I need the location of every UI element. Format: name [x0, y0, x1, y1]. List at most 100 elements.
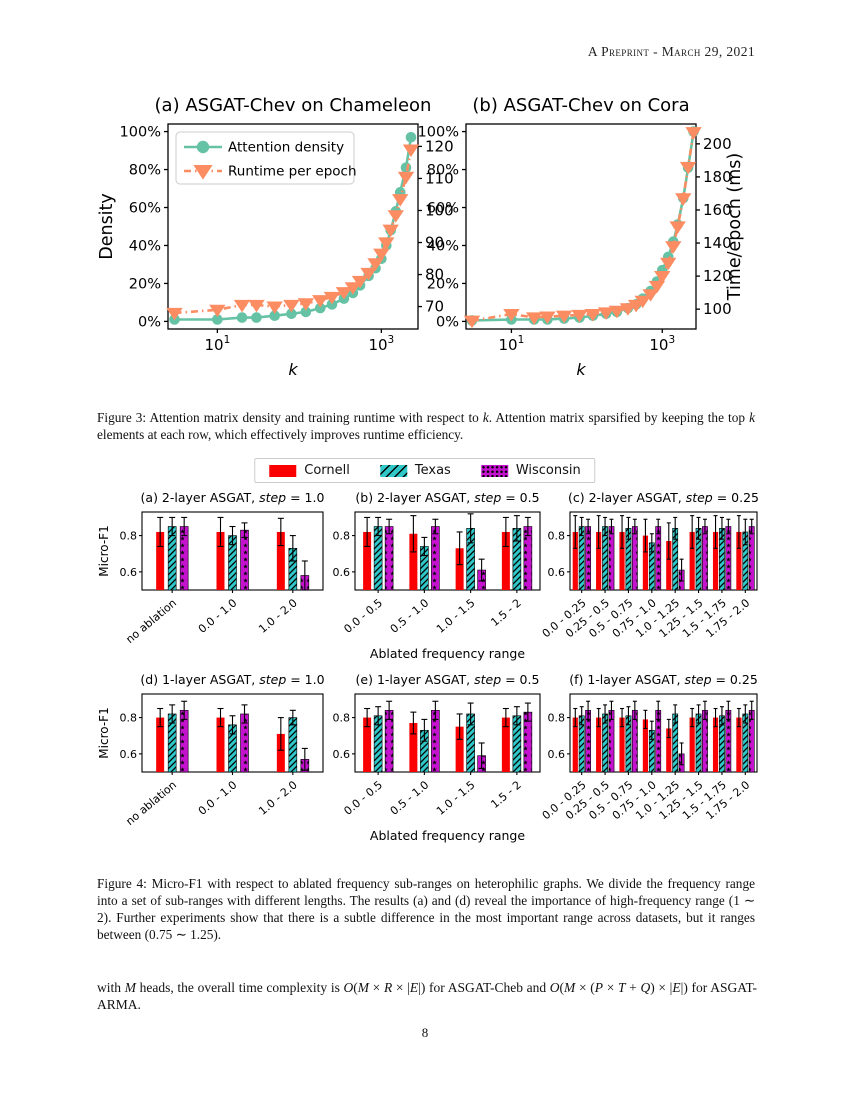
- bar-cornell: [363, 717, 372, 772]
- runtime-marker: [351, 275, 369, 289]
- text-segment: E: [409, 979, 419, 995]
- series-line: [471, 132, 695, 322]
- y-tick-label: 100%: [120, 125, 161, 141]
- runtime-marker: [660, 257, 677, 271]
- bar-cornell: [409, 533, 418, 590]
- text-segment: k: [482, 410, 489, 426]
- bar-cornell: [156, 717, 165, 772]
- plot-frame: [569, 511, 758, 591]
- runtime-marker: [397, 171, 415, 185]
- text-segment: M: [564, 979, 576, 995]
- runtime-marker: [669, 221, 686, 234]
- x-axis-label: Ablated frequency range: [370, 646, 525, 661]
- text-segment: elements at each row, which effectively …: [97, 427, 464, 443]
- y-tick-label: 80%: [129, 163, 161, 179]
- runtime-marker: [335, 287, 353, 300]
- plot-frame: [569, 693, 758, 773]
- density-marker: [269, 310, 280, 322]
- plot-frame: [465, 123, 697, 330]
- text-segment: (: [353, 979, 358, 995]
- y-tick-label: 60%: [129, 201, 161, 217]
- bar-wisconsin: [384, 526, 394, 591]
- legend-label: Texas: [414, 463, 451, 478]
- bar-wisconsin: [725, 526, 732, 591]
- bar-wisconsin: [631, 526, 638, 591]
- bar-cornell: [455, 548, 464, 590]
- legend-swatch-diag: [379, 464, 407, 477]
- runtime-marker: [373, 248, 390, 262]
- runtime-marker: [634, 295, 651, 309]
- runtime-marker: [360, 267, 377, 281]
- runtime-marker: [248, 299, 265, 313]
- legend-item-wisconsin: Wisconsin: [480, 463, 581, 478]
- bar-cornell: [596, 531, 602, 590]
- x-tick-label: 0.0 - 0.5: [341, 596, 385, 635]
- y-tick-label: 0.8: [120, 712, 138, 725]
- y-tick-label: 0%: [436, 314, 459, 330]
- bar-cornell: [363, 531, 372, 590]
- bar-wisconsin: [431, 526, 440, 591]
- bar-cornell: [216, 717, 225, 772]
- runtime-marker: [597, 307, 615, 320]
- y2-tick-label: 100: [425, 201, 454, 219]
- density-marker: [196, 140, 210, 154]
- x-tick-label: no ablation: [123, 778, 179, 828]
- runtime-marker: [665, 241, 682, 254]
- density-marker: [251, 312, 262, 323]
- text-segment: |) for ASGAT-ARMA.: [97, 979, 757, 1013]
- bar-cornell: [501, 717, 510, 772]
- y2-tick-label: 120: [703, 267, 732, 285]
- bar-cornell: [736, 531, 742, 590]
- bar-cornell: [666, 728, 672, 772]
- legend-swatch-stars: [480, 464, 508, 477]
- bar-cornell: [642, 535, 649, 590]
- bar-chart-panel: (e) 1-layer ASGAT, step = 0.5 0.6 0.8 0.0 -…: [333, 672, 541, 843]
- density-marker: [405, 131, 417, 143]
- chart-title: (c) 2-layer ASGAT, step = 0.25: [568, 490, 759, 505]
- y2-axis-label: Time/epoch (ms): [725, 153, 745, 301]
- runtime-marker: [619, 303, 637, 316]
- figure3-line-charts: (a) ASGAT-Chev on Chameleon 0% 20% 40% 60% 80…: [97, 95, 745, 379]
- bar-cornell: [712, 531, 719, 590]
- y-tick-label: 60%: [427, 201, 459, 217]
- chart-title: (d) 1-layer ASGAT, step = 1.0: [140, 672, 324, 687]
- legend-label: Wisconsin: [515, 463, 581, 478]
- text-segment: O: [343, 979, 354, 995]
- legend-label: Runtime per epoch: [228, 164, 357, 180]
- x-tick-label: 1.0 - 1.5: [434, 778, 478, 817]
- x-tick-label: 0.5 - 1.0: [388, 778, 432, 817]
- y-tick-label: 40%: [129, 238, 161, 254]
- text-segment: × |: [392, 979, 410, 995]
- runtime-marker: [679, 161, 697, 175]
- text-segment: M: [357, 979, 369, 995]
- text-segment: Figure 4: Micro-F1 with respect to ablat…: [97, 876, 755, 942]
- y2-tick-label: 160: [703, 201, 732, 219]
- runtime-marker: [344, 282, 362, 295]
- bar-texas: [288, 717, 298, 773]
- bar-cornell: [156, 531, 165, 590]
- line-chart-panel: (b) ASGAT-Chev on Cora 0% 20% 40% 60% 80% 100%…: [418, 95, 745, 379]
- x-tick-label: 1.0 - 1.5: [434, 596, 478, 635]
- y2-tick-label: 110: [425, 169, 454, 187]
- y-tick-label: 100%: [418, 125, 459, 141]
- runtime-marker: [266, 301, 283, 314]
- x-axis-label: Ablated frequency range: [370, 828, 525, 843]
- bar-wisconsin: [585, 526, 591, 591]
- bar-wisconsin: [655, 526, 662, 591]
- text-segment: E: [672, 979, 681, 995]
- y2-tick-label: 200: [703, 135, 732, 153]
- y2-tick-label: 80: [425, 266, 444, 284]
- bar-chart-panel: (d) 1-layer ASGAT, step = 1.0 0.6 0.8 Micro…: [97, 672, 325, 828]
- y-tick-label: 0.8: [333, 712, 351, 725]
- bar-cornell: [409, 723, 418, 772]
- runtime-marker: [209, 304, 226, 318]
- legend-item-texas: Texas: [379, 463, 451, 478]
- y-tick-label: 0.8: [120, 530, 138, 543]
- text-segment: k: [749, 410, 755, 426]
- y-axis-label: Micro-F1: [97, 525, 111, 576]
- bar-cornell: [619, 717, 625, 772]
- legend-label: Cornell: [304, 463, 350, 478]
- density-marker: [400, 162, 412, 173]
- y-tick-label: 20%: [427, 276, 459, 292]
